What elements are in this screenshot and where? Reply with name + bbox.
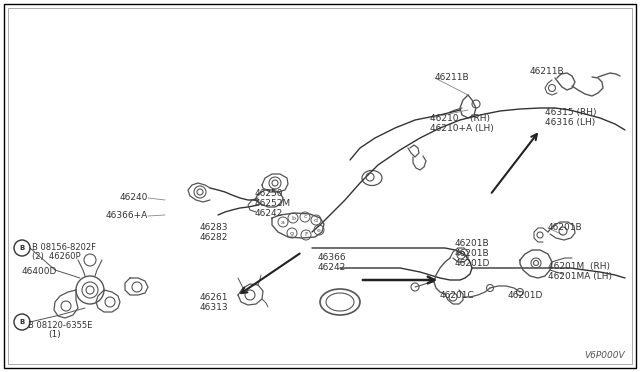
Text: V6P000V: V6P000V xyxy=(584,350,625,359)
Text: 46210    (RH): 46210 (RH) xyxy=(430,113,490,122)
Text: e: e xyxy=(317,228,321,232)
Text: 46201B: 46201B xyxy=(548,224,582,232)
Text: 46282: 46282 xyxy=(200,234,228,243)
Text: B 08120-6355E: B 08120-6355E xyxy=(28,321,92,330)
Text: 46201MA (LH): 46201MA (LH) xyxy=(548,272,612,280)
Text: 46210+A (LH): 46210+A (LH) xyxy=(430,124,493,132)
Text: 46201B: 46201B xyxy=(455,248,490,257)
Text: a: a xyxy=(281,219,285,224)
Text: 46400D: 46400D xyxy=(22,267,58,276)
Text: 46211B: 46211B xyxy=(530,67,564,77)
Text: 46313: 46313 xyxy=(200,304,228,312)
Text: 46315 (RH): 46315 (RH) xyxy=(545,108,596,116)
Text: 46242: 46242 xyxy=(318,263,346,273)
Text: (1): (1) xyxy=(48,330,61,340)
Text: 46242: 46242 xyxy=(255,208,284,218)
Text: B: B xyxy=(19,245,24,251)
Text: 46366: 46366 xyxy=(318,253,347,263)
Text: 46201M  (RH): 46201M (RH) xyxy=(548,262,610,270)
Text: d: d xyxy=(314,218,318,222)
Text: 46201C: 46201C xyxy=(440,292,475,301)
Text: 46261: 46261 xyxy=(200,294,228,302)
Text: 46366+A: 46366+A xyxy=(106,212,148,221)
Text: 46250: 46250 xyxy=(255,189,284,198)
Text: g: g xyxy=(290,231,294,235)
Text: 46201B: 46201B xyxy=(455,238,490,247)
Text: (2)  46260P: (2) 46260P xyxy=(32,253,81,262)
Text: B: B xyxy=(19,319,24,325)
Text: 46240: 46240 xyxy=(120,193,148,202)
Text: 46283: 46283 xyxy=(200,224,228,232)
Text: 46211B: 46211B xyxy=(435,74,470,83)
Text: F: F xyxy=(304,232,308,237)
Text: c: c xyxy=(303,215,307,219)
Text: 46201D: 46201D xyxy=(508,292,543,301)
Text: 46201D: 46201D xyxy=(455,259,490,267)
Text: b: b xyxy=(291,215,295,221)
Text: B 08156-8202F: B 08156-8202F xyxy=(32,243,96,251)
Text: 46316 (LH): 46316 (LH) xyxy=(545,118,595,126)
Text: 46252M: 46252M xyxy=(255,199,291,208)
